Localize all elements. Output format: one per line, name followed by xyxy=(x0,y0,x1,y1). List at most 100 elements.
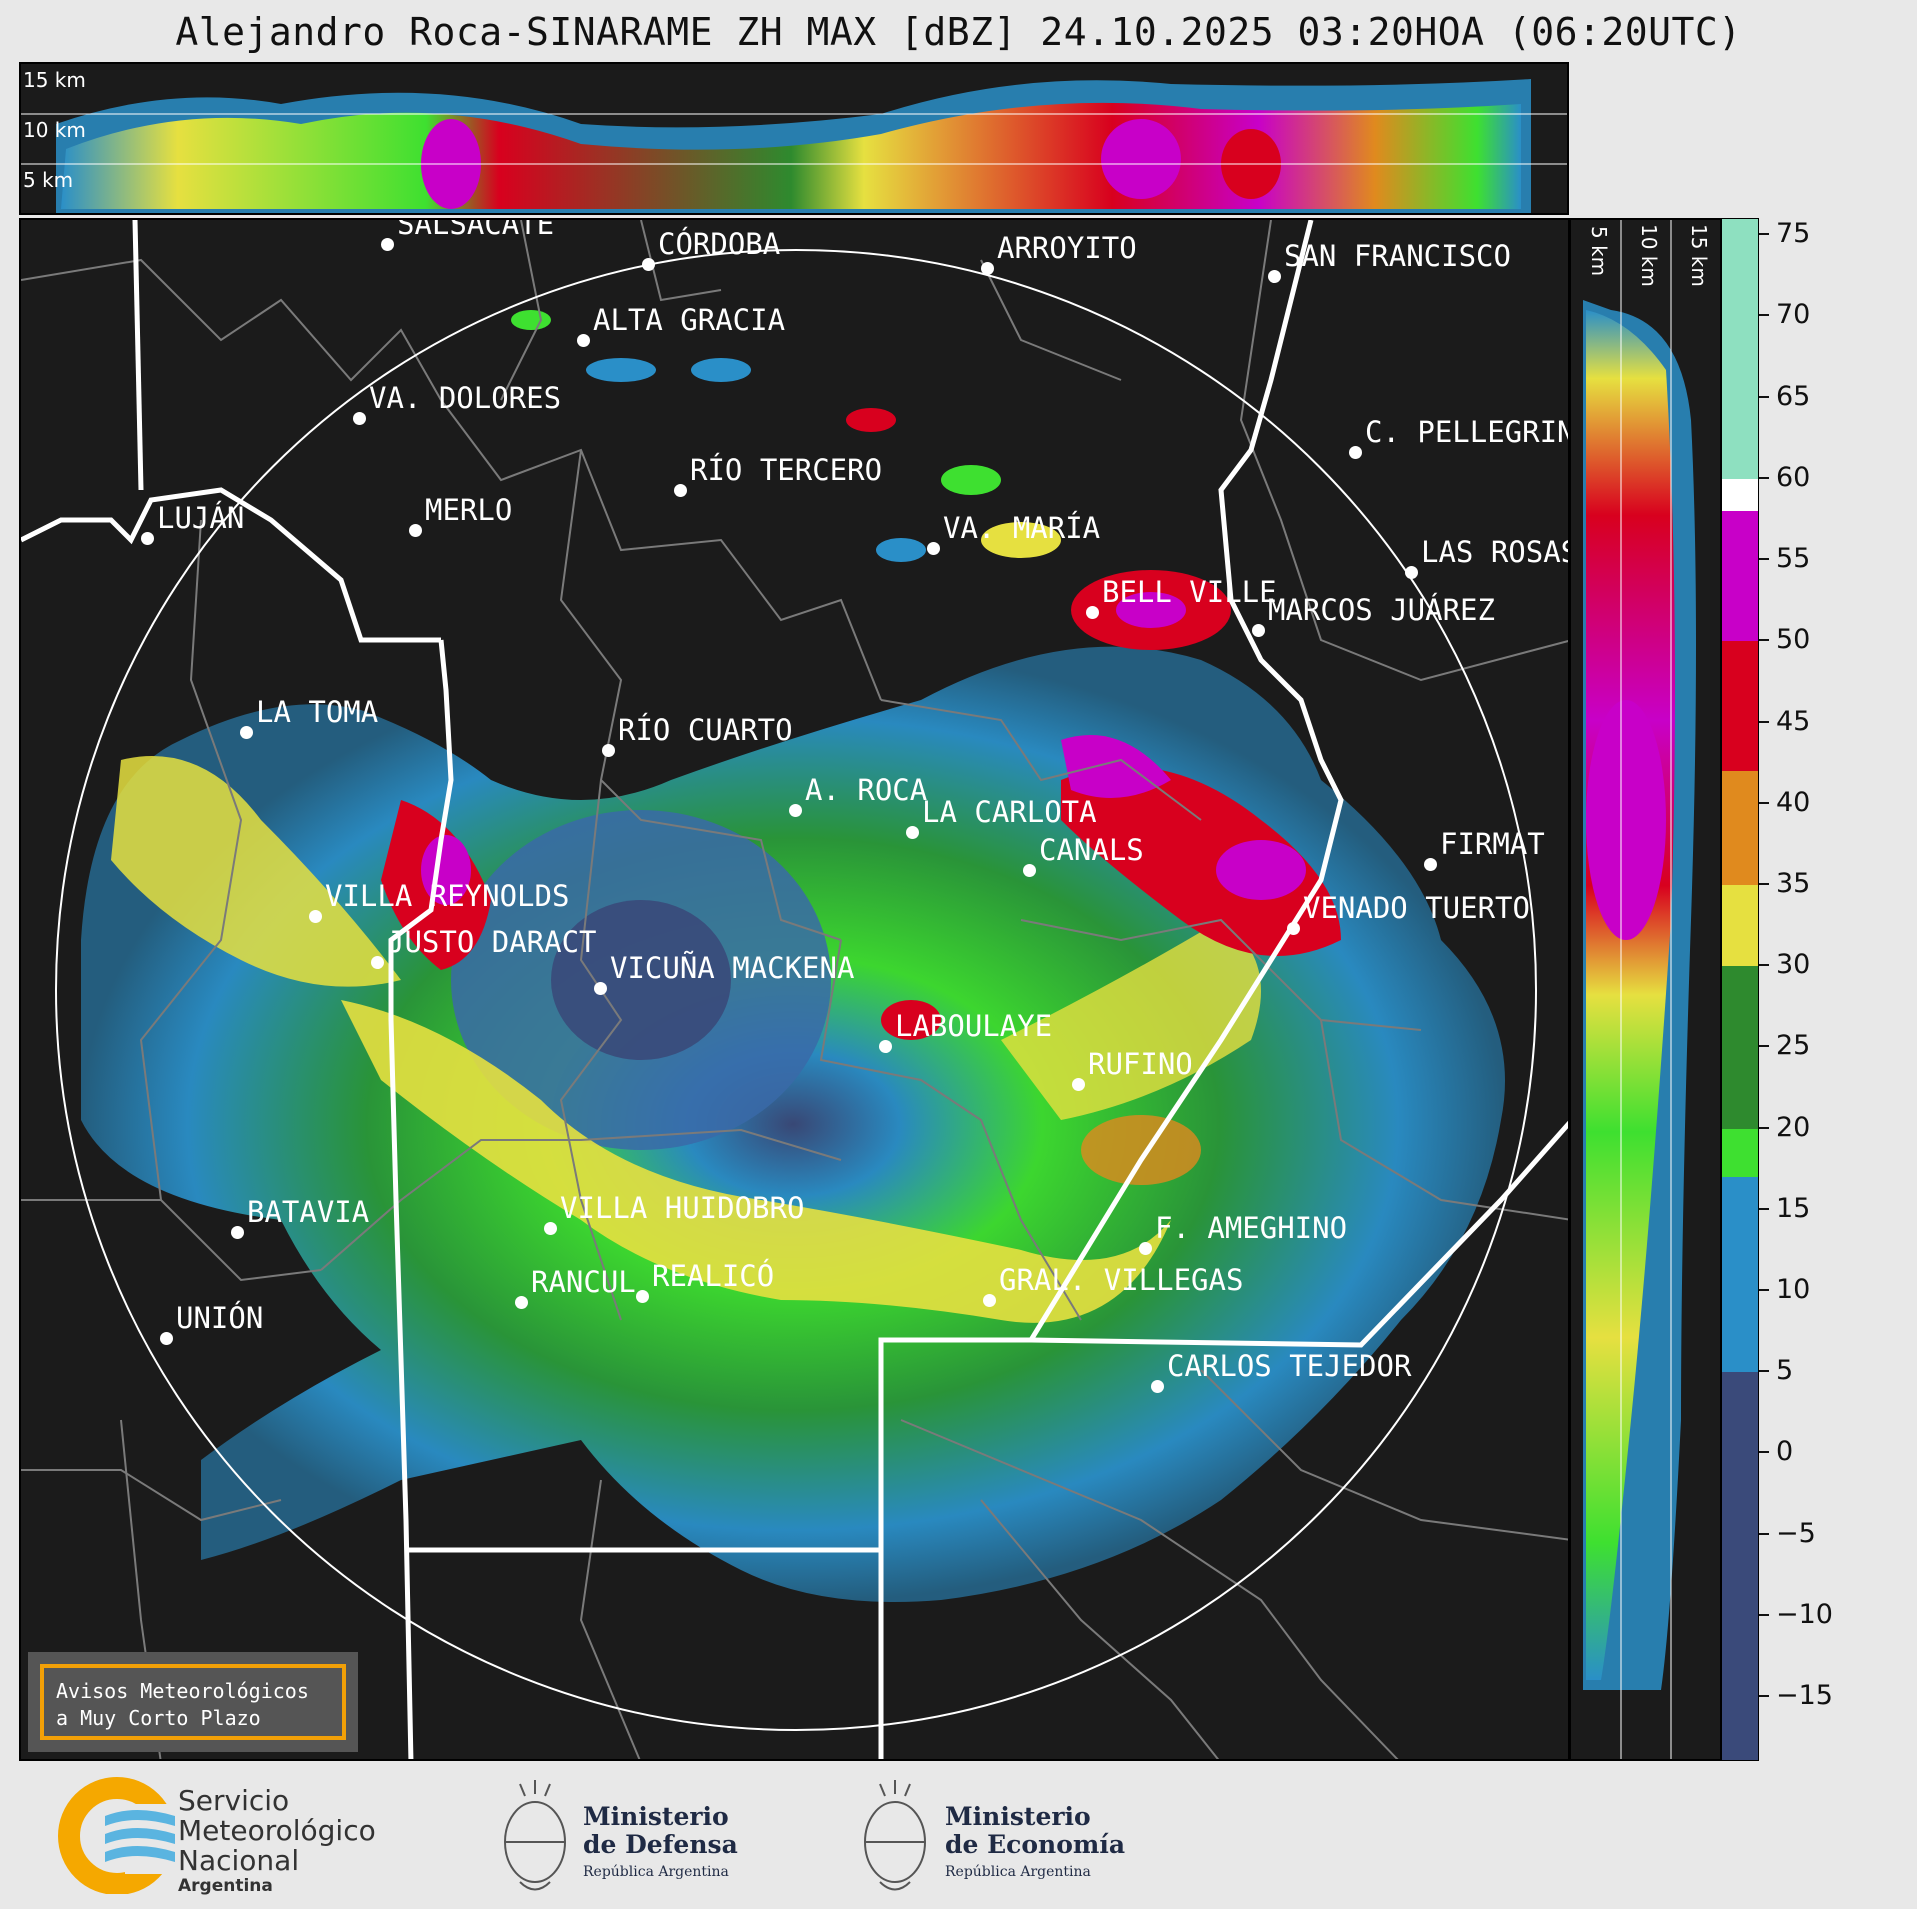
colorbar-tick xyxy=(1759,1207,1769,1210)
city-label: ARROYITO xyxy=(997,231,1137,265)
city-dot xyxy=(1424,858,1437,871)
economia-line2: de Economía xyxy=(945,1830,1126,1859)
city-dot xyxy=(353,412,366,425)
defensa-line1: Ministerio xyxy=(583,1802,729,1831)
radar-map: SALSACATE CÓRDOBA ARROYITO SAN FRANCISCO ALT… xyxy=(19,218,1570,1761)
colorbar-tick-label: −10 xyxy=(1776,1598,1833,1630)
colorbar-tick xyxy=(1759,1370,1769,1373)
city-dot xyxy=(1405,566,1418,579)
colorbar-tick xyxy=(1759,1126,1769,1129)
colorbar-tick xyxy=(1759,395,1769,398)
top-km-label-10: 10 km xyxy=(23,118,86,142)
city-dot xyxy=(371,956,384,969)
smn-line3: Nacional xyxy=(178,1844,300,1877)
top-km-label-15: 15 km xyxy=(23,68,86,92)
colorbar-tick xyxy=(1759,639,1769,642)
radar-echo-layer xyxy=(21,220,1568,1759)
city-label: F. AMEGHINO xyxy=(1155,1211,1348,1245)
city-label: LABOULAYE xyxy=(895,1009,1053,1043)
colorbar-band xyxy=(1722,511,1758,642)
colorbar-tick xyxy=(1759,1695,1769,1698)
city-label: LUJÁN xyxy=(157,501,245,535)
colorbar-tick xyxy=(1759,1451,1769,1454)
city-dot xyxy=(231,1226,244,1239)
colorbar-band xyxy=(1722,641,1758,772)
colorbar-tick-label: 0 xyxy=(1776,1436,1794,1468)
economia-line3: República Argentina xyxy=(945,1864,1091,1880)
colorbar-tick-label: 75 xyxy=(1776,218,1811,250)
city-label: UNIÓN xyxy=(176,1301,264,1335)
side-cross-section-echo xyxy=(1583,220,1696,1759)
city-label: CANALS xyxy=(1039,833,1144,867)
smn-line1: Servicio xyxy=(178,1784,290,1817)
colorbar-tick-label: 10 xyxy=(1776,1273,1811,1305)
city-label: VICUÑA MACKENA xyxy=(610,951,855,985)
page-title: Alejandro Roca-SINARAME ZH MAX [dBZ] 24.… xyxy=(175,10,1742,54)
colorbar-band xyxy=(1722,1177,1758,1373)
smn-line2: Meteorológico xyxy=(178,1814,376,1847)
avisos-line2: a Muy Corto Plazo xyxy=(56,1706,261,1730)
city-dot xyxy=(602,744,615,757)
colorbar-tick xyxy=(1759,1288,1769,1291)
defensa-seal-icon xyxy=(504,1780,566,1891)
city-label: CÓRDOBA xyxy=(658,227,781,261)
city-dot xyxy=(544,1222,557,1235)
city-label: LA TOMA xyxy=(256,695,379,729)
city-label: MERLO xyxy=(425,493,513,527)
colorbar-tick xyxy=(1759,964,1769,967)
city-label: GRAL. VILLEGAS xyxy=(999,1263,1244,1297)
city-label: CARLOS TEJEDOR xyxy=(1167,1349,1412,1383)
city-dot xyxy=(1287,922,1300,935)
colorbar-tick-label: 45 xyxy=(1776,705,1811,737)
city-dot xyxy=(381,238,394,251)
city-label: VILLA REYNOLDS xyxy=(325,879,570,913)
city-label: FIRMAT xyxy=(1440,827,1545,861)
city-dot xyxy=(309,910,322,923)
colorbar-band xyxy=(1722,966,1758,1129)
city-label: ALTA GRACIA xyxy=(593,303,786,337)
colorbar-tick xyxy=(1759,476,1769,479)
defensa-line2: de Defensa xyxy=(583,1830,738,1859)
colorbar-tick xyxy=(1759,558,1769,561)
top-km-label-5: 5 km xyxy=(23,168,74,192)
city-label: RUFINO xyxy=(1088,1047,1193,1081)
city-dot xyxy=(141,532,154,545)
city-label: VENADO TUERTO xyxy=(1303,891,1530,925)
city-dot xyxy=(927,542,940,555)
city-dot xyxy=(409,524,422,537)
city-dot xyxy=(981,262,994,275)
city-dot xyxy=(636,1290,649,1303)
dbz-colorbar xyxy=(1721,218,1759,1761)
colorbar-tick-label: 70 xyxy=(1776,299,1811,331)
avisos-box: Avisos Meteorológicos a Muy Corto Plazo xyxy=(28,1652,358,1752)
colorbar-tick-label: 5 xyxy=(1776,1355,1794,1387)
side-cross-section-panel: 5 km 10 km 15 km xyxy=(1569,218,1722,1761)
city-label: LA CARLOTA xyxy=(922,795,1097,829)
colorbar-tick-label: 50 xyxy=(1776,624,1811,656)
colorbar-band xyxy=(1722,771,1758,885)
colorbar-tick-label: 25 xyxy=(1776,1030,1811,1062)
city-dot xyxy=(577,334,590,347)
colorbar-tick-label: 30 xyxy=(1776,949,1811,981)
side-km-label-10: 10 km xyxy=(1637,224,1661,287)
city-label: RÍO CUARTO xyxy=(618,713,793,747)
colorbar-band xyxy=(1722,478,1758,512)
city-dot xyxy=(1252,624,1265,637)
city-label: REALICÓ xyxy=(652,1259,775,1293)
city-dot xyxy=(594,982,607,995)
city-label: A. ROCA xyxy=(805,773,928,807)
smn-logo-icon xyxy=(58,1777,185,1894)
colorbar-tick-label: 15 xyxy=(1776,1192,1811,1224)
city-label: RÍO TERCERO xyxy=(690,453,883,487)
defensa-line3: República Argentina xyxy=(583,1864,729,1880)
city-dot xyxy=(240,726,253,739)
city-label: SALSACATE xyxy=(397,218,555,241)
colorbar-tick xyxy=(1759,1613,1769,1616)
city-label: VA. MARÍA xyxy=(943,511,1101,545)
colorbar-tick xyxy=(1759,1045,1769,1048)
city-dot xyxy=(160,1332,173,1345)
colorbar-band xyxy=(1722,1372,1758,1760)
city-label: RANCUL xyxy=(531,1265,636,1299)
economia-line1: Ministerio xyxy=(945,1802,1091,1831)
colorbar-tick-label: 60 xyxy=(1776,461,1811,493)
